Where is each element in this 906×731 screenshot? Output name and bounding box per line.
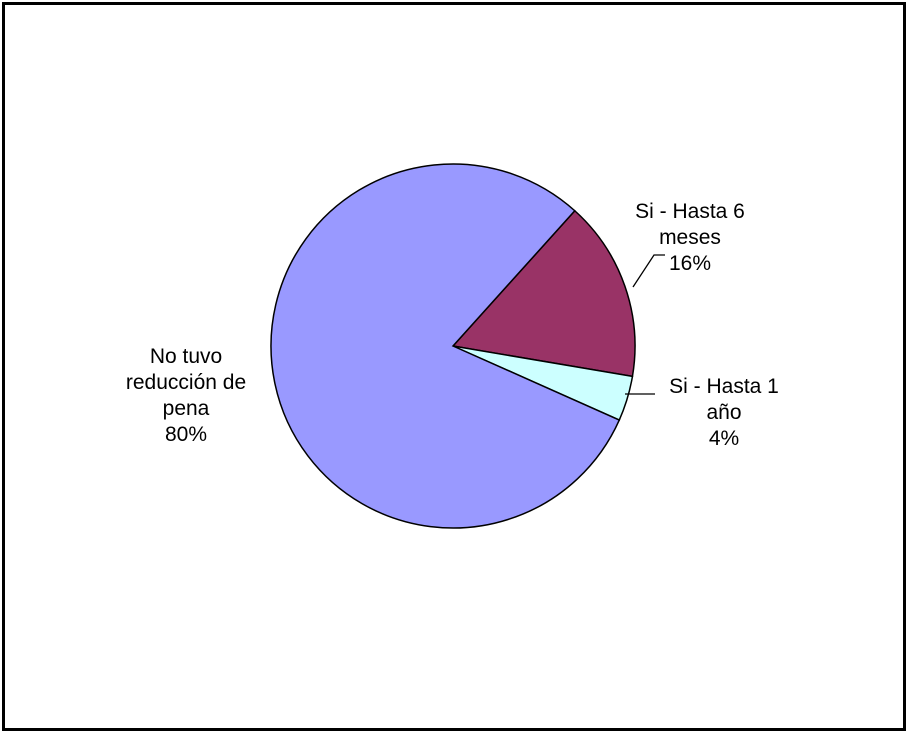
pie-slice-2 xyxy=(270,163,621,529)
slice-label-0: Si - Hasta 6 meses 16% xyxy=(635,200,745,275)
slice-label-line: No tuvo xyxy=(150,345,222,368)
leader-lines xyxy=(625,254,665,395)
slice-percent-2: 80% xyxy=(165,423,207,446)
slice-label-2: No tuvo reducción de pena 80% xyxy=(126,345,246,446)
pie-slice-0 xyxy=(451,209,636,378)
slice-label-line: Si - Hasta 1 xyxy=(669,375,779,398)
slice-labels: Si - Hasta 6 meses 16% Si - Hasta 1 año 4% No … xyxy=(126,200,779,450)
pie-slices xyxy=(270,163,636,529)
slice-percent-1: 4% xyxy=(709,427,739,450)
slice-label-1: Si - Hasta 1 año 4% xyxy=(669,375,779,450)
slice-label-line: pena xyxy=(163,397,210,420)
pie-chart: Si - Hasta 6 meses 16% Si - Hasta 1 año 4% No … xyxy=(126,163,779,529)
slice-label-line: Si - Hasta 6 xyxy=(635,200,745,223)
slice-label-line: año xyxy=(706,401,741,424)
leader-line-0 xyxy=(632,254,665,288)
slice-label-line: reducción de xyxy=(126,371,246,394)
slice-percent-0: 16% xyxy=(669,252,711,275)
slice-label-line: meses xyxy=(659,226,721,249)
